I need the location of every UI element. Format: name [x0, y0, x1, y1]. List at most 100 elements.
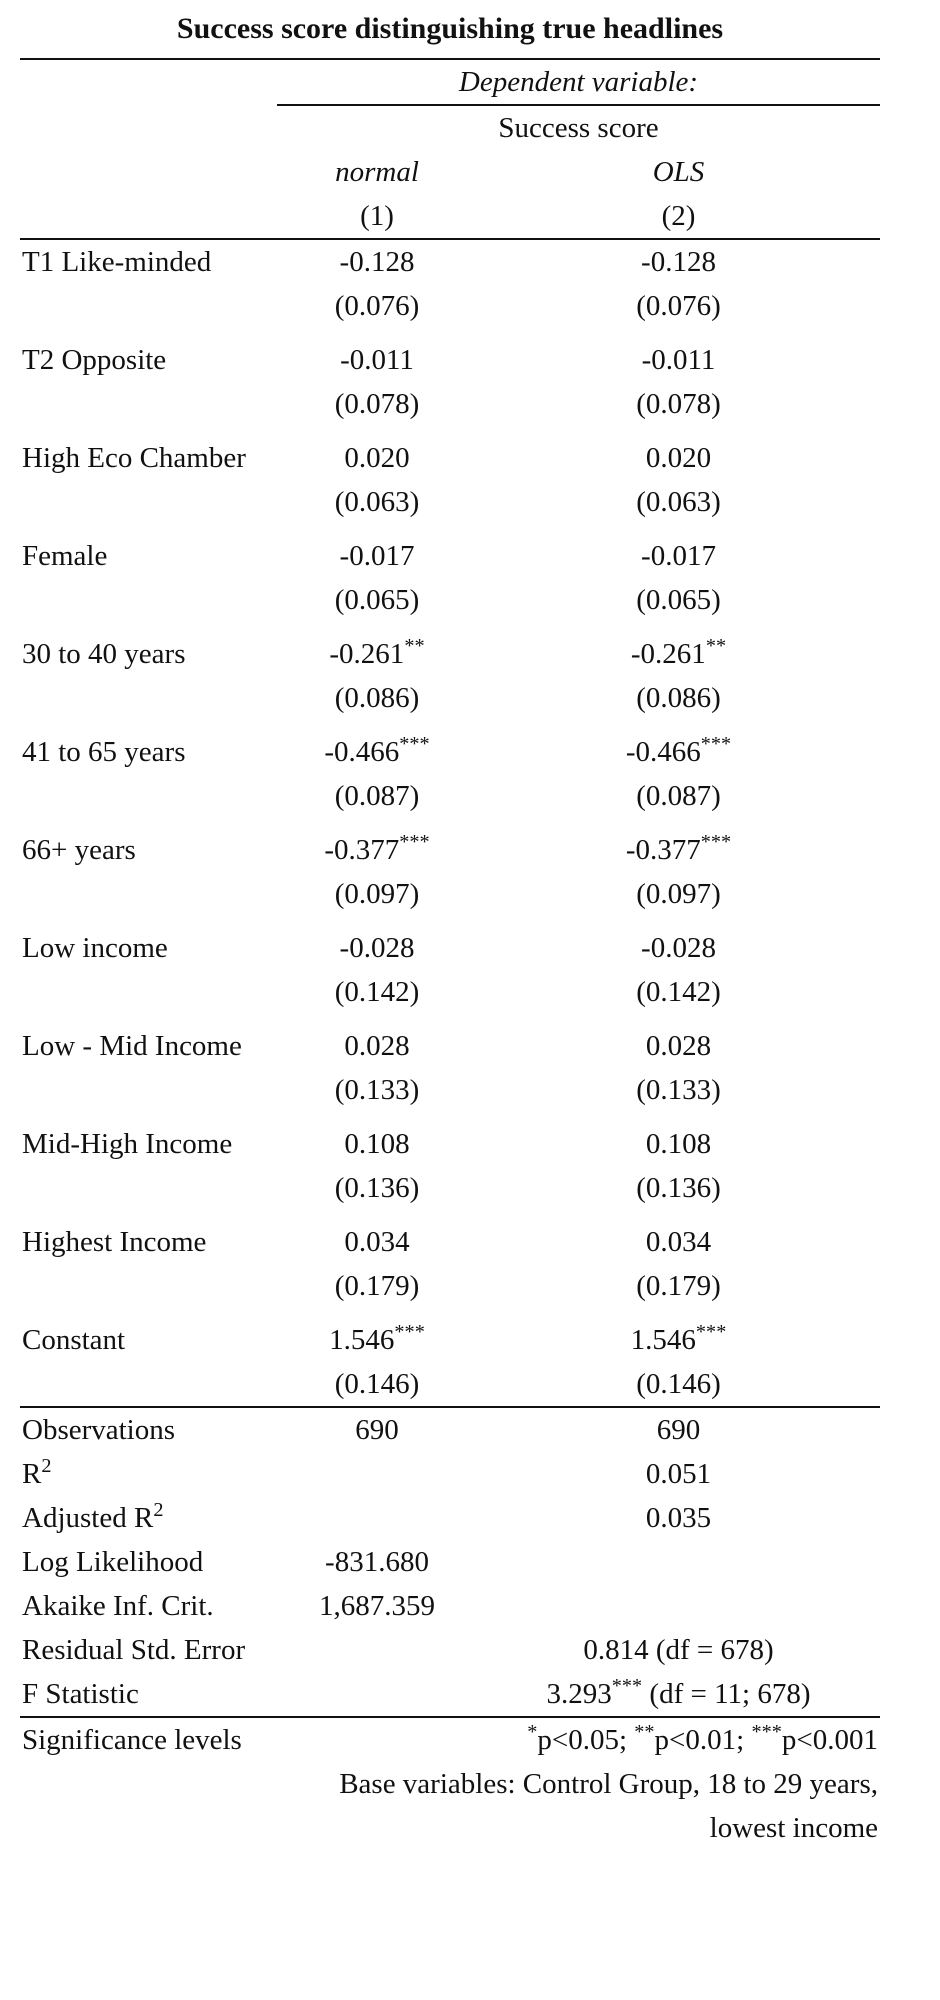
- gap-cell: [20, 1308, 880, 1318]
- coef-model-1-text: -0.128: [339, 245, 415, 278]
- stat-model-1: [277, 1672, 477, 1717]
- coef-model-1: 1.546***: [277, 1318, 477, 1362]
- stat-model-2: [477, 1584, 880, 1628]
- coef-model-2-text: -0.466: [625, 735, 701, 768]
- model-type-2: OLS: [652, 155, 705, 188]
- se-model-1: (0.078): [277, 382, 477, 426]
- stat-model-1: [277, 1496, 477, 1540]
- gap-cell: [20, 328, 880, 338]
- base-variables-note: Base variables: Control Group, 18 to 29 …: [277, 1762, 880, 1806]
- variable-label: Low income: [20, 926, 277, 970]
- se-row: (0.136) (0.136): [20, 1166, 880, 1210]
- coef-row: Low - Mid Income 0.028 0.028: [20, 1024, 880, 1068]
- coef-model-1: -0.017: [277, 534, 477, 578]
- variable-label: High Eco Chamber: [20, 436, 277, 480]
- se-model-1: (0.063): [277, 480, 477, 524]
- stat-row-aic: Akaike Inf. Crit. 1,687.359: [20, 1584, 880, 1628]
- row-gap: [20, 1014, 880, 1024]
- variable-label-text: 66+ years: [22, 833, 136, 866]
- significance-label-text: Significance levels: [22, 1723, 242, 1756]
- variable-label-text: High Eco Chamber: [22, 441, 246, 474]
- stat-label-text: Log Likelihood: [22, 1545, 204, 1578]
- coef-model-2-text: -0.011: [641, 343, 716, 376]
- se-model-1-text: (0.065): [334, 583, 420, 616]
- variable-label: Female: [20, 534, 277, 578]
- coef-row: Low income -0.028 -0.028: [20, 926, 880, 970]
- coef-model-2: -0.466***: [477, 730, 880, 774]
- dependent-variable-label: Dependent variable:: [277, 58, 880, 105]
- stat-row-adj-r2: Adjusted R2 0.035: [20, 1496, 880, 1540]
- coef-row: Highest Income 0.034 0.034: [20, 1220, 880, 1264]
- base-variables-note-cont-text: lowest income: [709, 1811, 878, 1844]
- se-model-1: (0.087): [277, 774, 477, 818]
- stat-label-text: F Statistic: [22, 1677, 139, 1710]
- stat-row-rse: Residual Std. Error 0.814 (df = 678): [20, 1628, 880, 1672]
- se-row: (0.097) (0.097): [20, 872, 880, 916]
- coef-row: High Eco Chamber 0.020 0.020: [20, 436, 880, 480]
- variable-label-text: T2 Opposite: [22, 343, 167, 376]
- coef-row: 41 to 65 years -0.466*** -0.466***: [20, 730, 880, 774]
- stat-label-text: Residual Std. Error: [22, 1633, 246, 1666]
- stat-label-sup: 2: [153, 1498, 164, 1521]
- variable-label: Constant: [20, 1318, 277, 1362]
- coef-model-2: -0.377***: [477, 828, 880, 872]
- coef-model-1-text: -0.261: [329, 637, 405, 670]
- stat-label-text: Adjusted R: [22, 1501, 154, 1534]
- variable-label: 66+ years: [20, 828, 277, 872]
- se-model-1-text: (0.136): [334, 1171, 420, 1204]
- se-model-2-text: (0.142): [636, 975, 721, 1008]
- stat-model-1: -831.680: [277, 1540, 477, 1584]
- se-row: (0.086) (0.086): [20, 676, 880, 720]
- coef-model-1: -0.377***: [277, 828, 477, 872]
- stat-model-2-text: 0.035: [645, 1501, 712, 1534]
- model-number-2: (2): [661, 199, 696, 232]
- base-variables-note-text: Base variables: Control Group, 18 to 29 …: [339, 1767, 878, 1800]
- stat-model-2-tail: (df = 11; 678): [642, 1677, 811, 1710]
- se-row: (0.063) (0.063): [20, 480, 880, 524]
- se-model-1-text: (0.142): [334, 975, 420, 1008]
- coef-model-1: 0.020: [277, 436, 477, 480]
- se-model-1: (0.086): [277, 676, 477, 720]
- coef-model-2: 1.546***: [477, 1318, 880, 1362]
- stat-label: Observations: [20, 1406, 277, 1452]
- se-model-2: (0.133): [477, 1068, 880, 1112]
- se-model-1: (0.076): [277, 284, 477, 328]
- stat-label: Residual Std. Error: [20, 1628, 277, 1672]
- gap-cell: [20, 1112, 880, 1122]
- se-model-2: (0.136): [477, 1166, 880, 1210]
- stat-row-fstat: F Statistic 3.293*** (df = 11; 678): [20, 1672, 880, 1717]
- se-model-1: (0.136): [277, 1166, 477, 1210]
- coef-row: Constant 1.546*** 1.546***: [20, 1318, 880, 1362]
- se-model-1-text: (0.087): [334, 779, 420, 812]
- variable-label-text: Constant: [22, 1323, 126, 1356]
- coef-model-1: -0.028: [277, 926, 477, 970]
- coef-model-1-sup: ***: [399, 830, 430, 853]
- coef-model-2-sup: ***: [700, 830, 732, 853]
- coef-model-2-text: 1.546: [630, 1323, 696, 1356]
- coef-model-1: 0.108: [277, 1122, 477, 1166]
- se-model-2-text: (0.133): [636, 1073, 721, 1106]
- coef-model-1-text: 0.028: [344, 1029, 410, 1062]
- coef-model-1: 0.034: [277, 1220, 477, 1264]
- coef-model-2: 0.028: [477, 1024, 880, 1068]
- significance-sig3-text: p<0.001: [781, 1723, 878, 1756]
- se-model-2: (0.063): [477, 480, 880, 524]
- se-model-1: (0.133): [277, 1068, 477, 1112]
- se-blank: [20, 578, 277, 622]
- coef-model-2-text: 0.020: [645, 441, 712, 474]
- coef-model-1-text: -0.377: [324, 833, 400, 866]
- se-model-1-text: (0.076): [334, 289, 420, 322]
- coef-model-1: -0.011: [277, 338, 477, 382]
- variable-label: Low - Mid Income: [20, 1024, 277, 1068]
- row-gap: [20, 720, 880, 730]
- stat-label-sup: 2: [41, 1454, 52, 1477]
- stat-model-2: 0.051: [477, 1452, 880, 1496]
- coef-row: 30 to 40 years -0.261** -0.261**: [20, 632, 880, 676]
- se-model-1: (0.179): [277, 1264, 477, 1308]
- coef-model-1-sup: ***: [394, 1320, 425, 1343]
- se-model-2: (0.078): [477, 382, 880, 426]
- coef-model-2-text: -0.261: [630, 637, 706, 670]
- coef-row: 66+ years -0.377*** -0.377***: [20, 828, 880, 872]
- header-row-dependent: Dependent variable:: [20, 58, 880, 105]
- se-model-1-text: (0.133): [334, 1073, 420, 1106]
